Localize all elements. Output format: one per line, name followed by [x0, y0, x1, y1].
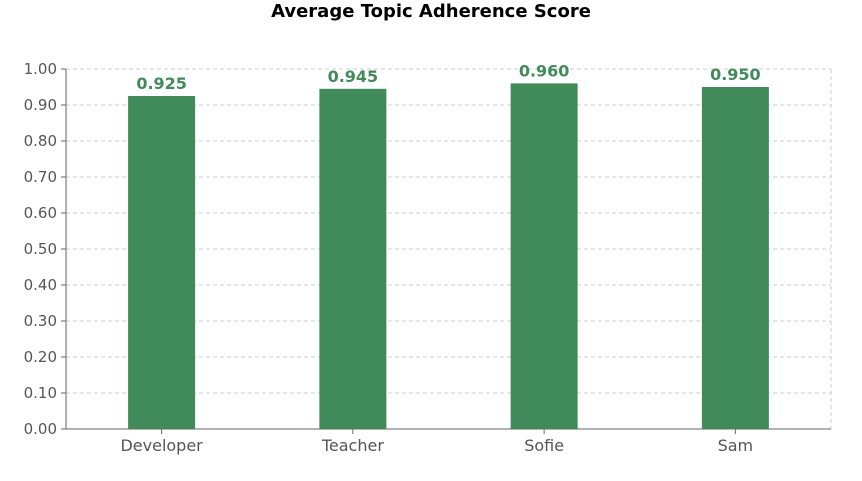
y-tick-label: 0.70: [24, 168, 57, 186]
data-label: 0.945: [328, 67, 379, 86]
y-tick-label: 0.80: [24, 132, 57, 150]
bar-sam: [701, 87, 769, 429]
data-label: 0.925: [136, 74, 187, 93]
y-tick-label: 0.90: [24, 96, 57, 114]
x-tick-label: Developer: [120, 436, 203, 455]
axis-layer: 0.00 0.10 0.20 0.30 0.40 0.50 0.60 0.70 0.80 0.90…: [24, 60, 831, 455]
y-tick-label: 1.00: [24, 60, 57, 78]
x-tick-label: Teacher: [321, 436, 384, 455]
y-tick-label: 0.50: [24, 240, 57, 258]
bar-developer: [128, 96, 196, 429]
data-label: 0.960: [519, 61, 570, 80]
x-tick-label: Sam: [718, 436, 754, 455]
data-label: 0.950: [710, 65, 761, 84]
chart-title: Average Topic Adherence Score: [271, 1, 591, 22]
x-tick-label: Sofie: [524, 436, 564, 455]
y-tick-label: 0.60: [24, 204, 57, 222]
bar-sofie: [510, 83, 578, 430]
y-tick-label: 0.00: [24, 420, 57, 438]
y-tick-label: 0.30: [24, 312, 57, 330]
y-tick-label: 0.20: [24, 348, 57, 366]
label-layer: 0.925 0.945 0.960 0.950: [136, 61, 760, 93]
y-tick-label: 0.40: [24, 276, 57, 294]
bar-layer: [128, 83, 769, 430]
y-tick-label: 0.10: [24, 384, 57, 402]
bar-teacher: [319, 88, 387, 430]
